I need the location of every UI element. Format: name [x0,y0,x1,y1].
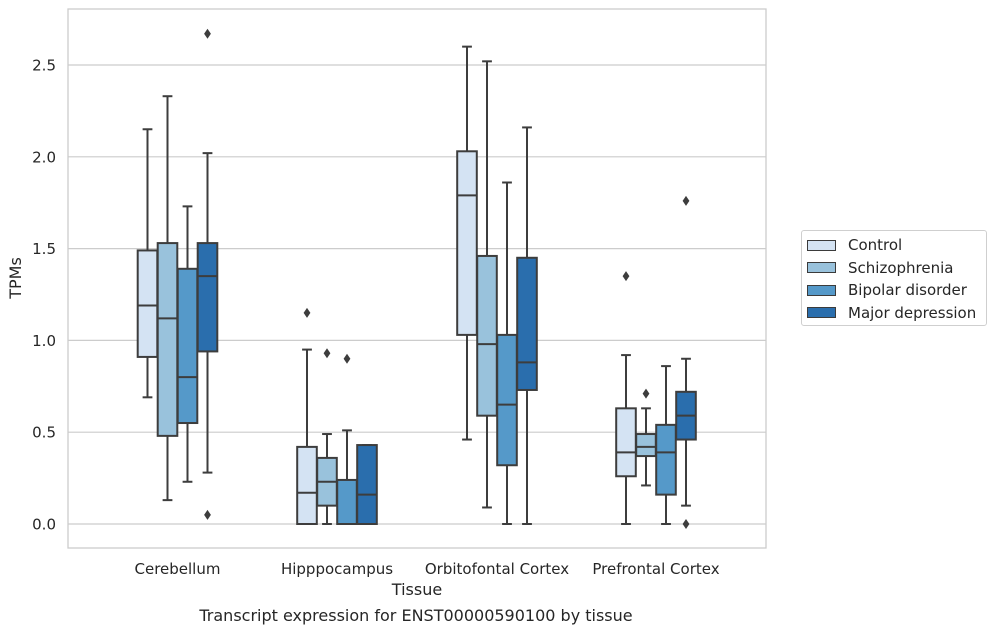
y-axis-label: TPMs [6,257,25,300]
legend-item: Control [807,234,986,257]
y-tick-label: 0.0 [32,516,56,534]
box-control [456,45,478,441]
box-iqr [176,267,199,425]
box-control [136,128,159,399]
y-tick-label: 0.5 [32,424,56,442]
box-iqr [336,478,358,526]
y-tick-label: 2.0 [32,148,56,166]
outlier-point [682,519,690,529]
box-bipolar-disorder [655,365,677,525]
box-bipolar-disorder [176,205,199,483]
plot-area-frame [67,8,767,549]
legend-item: Major depression [807,302,986,325]
box-iqr [196,242,219,353]
box-iqr [496,333,518,467]
outlier-point [682,195,690,206]
box-schizophrenia [635,388,657,487]
legend-swatch [807,239,836,251]
boxes [136,28,697,529]
x-tick-label: Orbitofontal Cortex [425,560,569,578]
legend-swatch [807,284,836,296]
box-iqr [156,242,179,437]
box-schizophrenia [316,348,338,525]
box-iqr [635,433,657,458]
outlier-point [343,353,351,364]
box-control [615,271,637,525]
legend-swatch [807,307,836,319]
box-major-depression [516,126,538,525]
box-iqr [136,249,159,358]
box-schizophrenia [476,60,498,509]
box-iqr [456,150,478,336]
outlier-point [622,271,630,282]
y-tick-label: 1.5 [32,240,56,258]
x-axis-ticks: Cerebellum Hipppocampus Orbitofontal Corte… [135,560,720,578]
x-tick-label: Hipppocampus [281,560,393,578]
box-bipolar-disorder [336,353,358,526]
outlier-point [303,307,311,318]
legend-label: Control [848,236,903,255]
legend-item: Schizophrenia [807,257,986,280]
box-iqr [655,423,677,496]
box-major-depression [356,444,378,525]
x-axis-label: Tissue [391,580,442,599]
box-iqr [296,445,318,525]
figure-caption: Transcript expression for ENST0000059010… [199,606,633,625]
box-major-depression [675,195,697,529]
box-iqr [476,254,498,417]
y-axis-ticks: 0.0 0.5 1.0 1.5 2.0 2.5 [32,57,56,534]
x-tick-label: Prefrontal Cortex [592,560,719,578]
outlier-point [204,509,211,520]
box-iqr [356,444,378,525]
outlier-point [642,388,650,399]
box-bipolar-disorder [496,181,518,525]
box-iqr [615,407,637,478]
legend-label: Bipolar disorder [848,281,967,300]
outlier-point [323,348,331,359]
legend-swatch [807,262,836,274]
legend: Control Schizophrenia Bipolar disorder Majo… [801,230,987,326]
legend-label: Major depression [848,303,977,322]
outlier-point [204,28,211,39]
y-tick-label: 2.5 [32,57,56,75]
legend-item: Bipolar disorder [807,279,986,302]
box-major-depression [196,28,219,520]
y-tick-label: 1.0 [32,332,56,350]
box-control [296,307,318,525]
legend-label: Schizophrenia [848,258,954,277]
x-tick-label: Cerebellum [135,560,221,578]
box-iqr [516,256,538,391]
